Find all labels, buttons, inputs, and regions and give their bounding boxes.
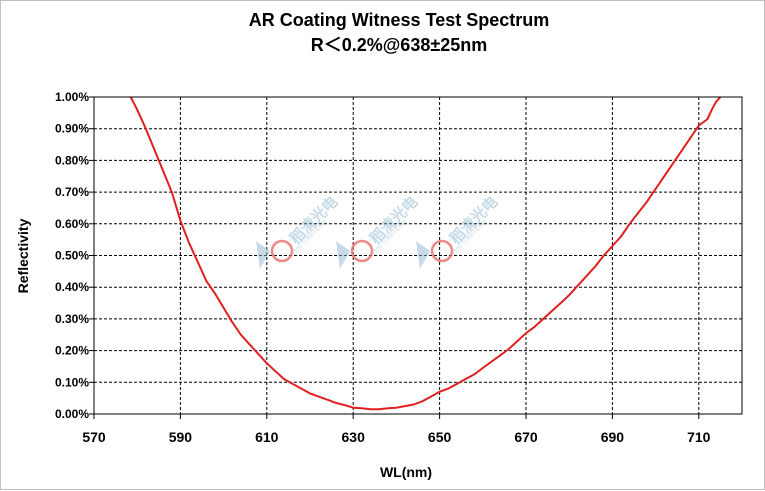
y-tick-label: 0.20% <box>55 344 89 358</box>
y-tick-label: 0.00% <box>55 407 89 421</box>
series-line-0 <box>129 96 722 411</box>
y-tick-label: 0.50% <box>55 249 89 263</box>
y-tick-label: 1.00% <box>55 90 89 104</box>
watermark-logo-icon <box>416 241 430 269</box>
x-axis-label: WL(nm) <box>380 464 432 480</box>
x-tick-label: 710 <box>687 429 711 445</box>
y-tick-label: 0.70% <box>55 185 89 199</box>
watermark-text: 稻清光电 <box>286 193 341 248</box>
y-tick-label: 0.80% <box>55 153 89 167</box>
y-tick-label: 0.30% <box>55 312 89 326</box>
chart-subtitle: R＜0.2%@638±25nm <box>311 35 488 55</box>
series-layer <box>129 96 722 411</box>
watermark-logo-icon <box>256 241 270 269</box>
x-tick-label: 590 <box>169 429 193 445</box>
watermark-ring-icon <box>350 239 374 263</box>
y-axis-label: Reflectivity <box>15 218 31 293</box>
watermark-ring-icon <box>270 239 294 263</box>
x-tick-label: 670 <box>514 429 538 445</box>
y-tick-label: 0.60% <box>55 217 89 231</box>
x-tick-label: 690 <box>601 429 625 445</box>
y-tick-label: 0.10% <box>55 375 89 389</box>
y-tick-label: 0.40% <box>55 280 89 294</box>
watermark-text: 稻清光电 <box>446 193 501 248</box>
watermark-text: 稻清光电 <box>366 193 421 248</box>
y-axis-ticks: 0.00% 0.10% 0.20% 0.30% 0.40% 0.50% 0.60% 0.70%… <box>55 90 94 421</box>
grid <box>94 97 742 414</box>
watermark-logo-icon <box>336 241 350 269</box>
y-tick-label: 0.90% <box>55 122 89 136</box>
x-tick-label: 650 <box>428 429 452 445</box>
x-tick-label: 570 <box>82 429 106 445</box>
x-axis-ticks: 570 590 610 630 650 670 690 710 <box>82 414 711 445</box>
watermark-ring-icon <box>430 239 454 263</box>
x-tick-label: 610 <box>255 429 279 445</box>
chart-title: AR Coating Witness Test Spectrum <box>249 10 550 30</box>
x-tick-label: 630 <box>342 429 366 445</box>
